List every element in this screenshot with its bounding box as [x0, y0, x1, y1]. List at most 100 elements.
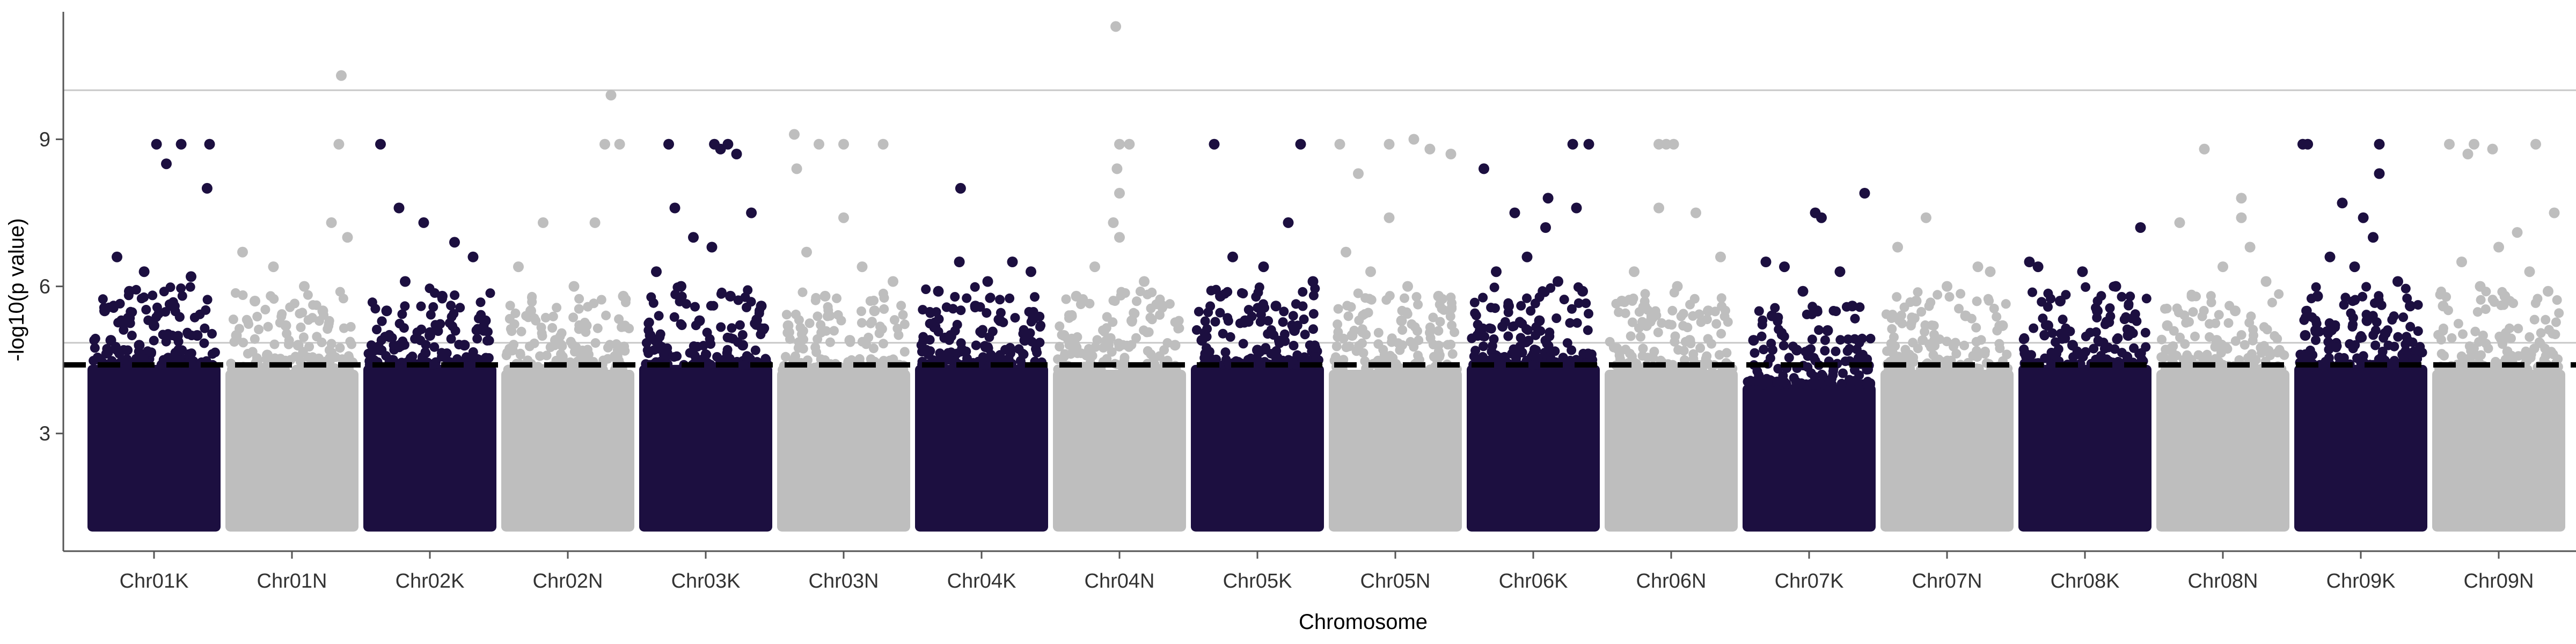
top-hit-point [1791, 345, 1802, 356]
top-hit-point [1672, 281, 1683, 292]
top-hit-point [326, 217, 337, 228]
snp-point [1770, 303, 1780, 313]
snp-point [199, 338, 209, 348]
top-hit-point [1997, 320, 2008, 331]
snp-point [1621, 345, 1631, 355]
snp-point [1980, 349, 1990, 359]
snp-point [1908, 353, 1919, 363]
snp-point [2112, 334, 2122, 345]
snp-point [2447, 333, 2457, 343]
snp-point [1972, 296, 1982, 306]
snp-point [387, 333, 397, 343]
snp-point [930, 317, 940, 327]
snp-point [103, 347, 113, 357]
snp-point [1388, 353, 1398, 363]
top-hit-point [2123, 330, 2134, 341]
x-tick-label: Chr03N [809, 570, 879, 592]
snp-point [759, 323, 770, 333]
snp-point [2435, 290, 2445, 299]
snp-point [716, 322, 726, 332]
x-tick-label: Chr07N [1912, 570, 1982, 592]
top-hit-point [149, 320, 159, 331]
snp-point [1333, 327, 1343, 337]
top-hit-point [2077, 266, 2088, 277]
snp-point [1470, 346, 1481, 356]
x-axis-ticks: Chr01K Chr01N Chr02K Chr02N Chr03K Chr03N Chr0… [120, 551, 2534, 592]
snp-point [1906, 320, 1916, 331]
snp-point [90, 333, 100, 343]
snp-point [416, 301, 426, 311]
snp-point [2257, 348, 2266, 358]
snp-point [1497, 321, 1507, 332]
snp-point [702, 327, 712, 338]
snp-point [1685, 299, 1695, 310]
top-hit-point [568, 281, 580, 292]
snp-point [589, 298, 599, 309]
y-axis-title: -log10(p value) [5, 218, 28, 362]
snp-point [2541, 351, 2551, 361]
x-tick-label: Chr04N [1085, 570, 1155, 592]
top-hit-point [173, 345, 184, 356]
snp-point [791, 309, 801, 319]
snp-point [1053, 354, 1063, 364]
snp-point [1425, 364, 1435, 375]
chromosome-group-chr02k [363, 138, 496, 532]
top-hit-point [1847, 301, 1858, 312]
top-hit-point [2186, 290, 2198, 302]
top-hit-point [1542, 193, 1554, 204]
snp-point [829, 326, 839, 336]
x-tick-label: Chr02N [533, 570, 603, 592]
snp-point [1664, 319, 1674, 330]
snp-point [1413, 299, 1423, 310]
top-hit-point [459, 340, 470, 351]
top-hit-point [1058, 330, 1070, 341]
snp-point [1567, 345, 1577, 355]
top-hit-point [1767, 310, 1777, 321]
snp-point [2051, 337, 2060, 347]
top-hit-point [920, 345, 932, 356]
top-hit-point [2135, 222, 2146, 233]
snp-point [252, 311, 262, 321]
snp-point [1942, 336, 1952, 347]
snp-point [2413, 300, 2423, 310]
top-hit-point [1911, 296, 1922, 306]
snp-point [869, 296, 879, 305]
snp-point [1149, 361, 1159, 371]
top-hit-point [1668, 138, 1679, 150]
snp-point [2526, 353, 2536, 363]
snp-point [1956, 289, 1966, 299]
snp-point [575, 354, 586, 364]
snp-point [163, 353, 173, 363]
snp-point [2061, 323, 2071, 333]
snp-point [1943, 364, 1953, 375]
snp-point [892, 324, 903, 334]
snp-point [566, 336, 576, 347]
top-hit-point [2444, 138, 2455, 150]
snp-point [335, 287, 345, 297]
top-hit-point [1111, 163, 1123, 174]
top-hit-point [1534, 315, 1545, 326]
snp-point [1716, 328, 1726, 339]
snp-point [2401, 283, 2411, 294]
snp-point [1801, 347, 1811, 357]
top-hit-point [369, 345, 380, 356]
snp-point [1010, 313, 1020, 323]
snp-point [706, 301, 716, 311]
snp-point [1673, 345, 1684, 355]
snp-point [148, 290, 158, 301]
snp-point [603, 342, 613, 353]
snp-point [1479, 341, 1489, 352]
dense-point-cluster [1329, 369, 1462, 532]
snp-point [1533, 353, 1543, 363]
snp-point [231, 288, 240, 298]
snp-point [303, 290, 313, 300]
top-hit-point [2512, 227, 2523, 238]
snp-point [483, 327, 493, 337]
snp-point [119, 318, 128, 328]
top-hit-point [838, 138, 849, 150]
x-tick-label: Chr09N [2464, 570, 2534, 592]
snp-point [742, 302, 751, 312]
snp-point [2387, 314, 2397, 325]
snp-point [2206, 297, 2216, 308]
snp-point [977, 355, 987, 365]
